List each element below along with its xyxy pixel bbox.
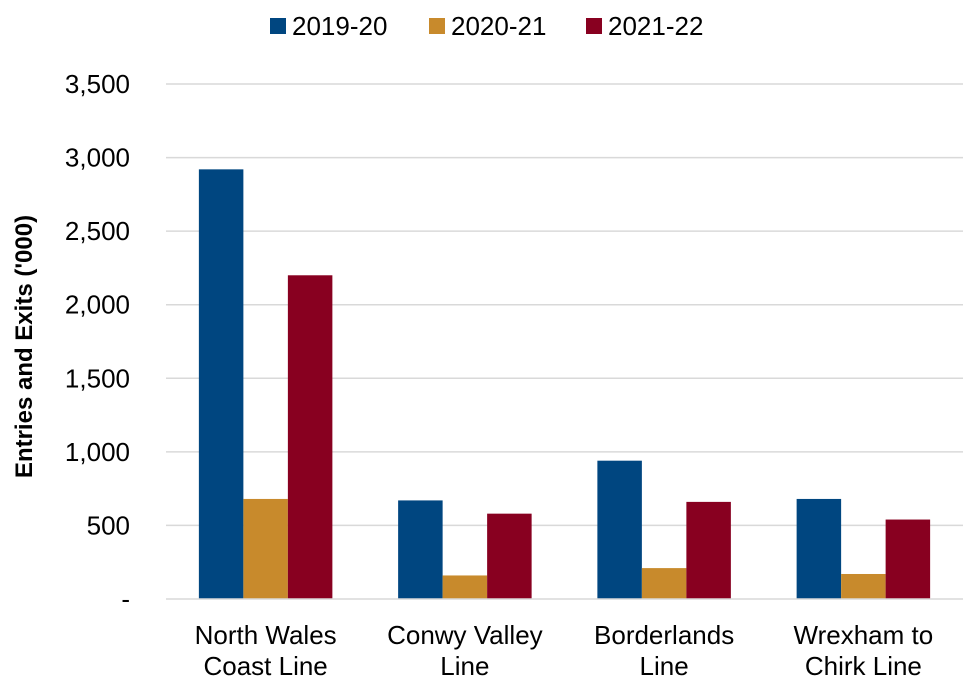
- bar-2019-20-0: [198, 169, 244, 600]
- legend: 2019-20 2020-21 2021-22: [270, 11, 703, 41]
- y-tick-label: 3,000: [65, 143, 130, 173]
- bar-2020-21-3: [841, 573, 886, 599]
- x-category-label: Borderlands: [594, 620, 734, 650]
- y-axis-tick-labels: - 500 1,000 1,500 2,000 2,500 3,000 3,500: [65, 69, 130, 614]
- bar-2020-21-0: [243, 498, 288, 599]
- legend-label: 2021-22: [608, 11, 703, 41]
- gridlines: [166, 83, 963, 527]
- bar-2019-20-1: [398, 500, 443, 599]
- x-category-label: Line: [640, 651, 689, 677]
- y-tick-label: 1,000: [65, 437, 130, 467]
- y-tick-label: 1,500: [65, 363, 130, 393]
- y-tick-label: -: [121, 584, 130, 614]
- x-category-label: Chirk Line: [805, 651, 922, 677]
- legend-swatch-2020-21: [429, 18, 445, 34]
- legend-label: 2020-21: [451, 11, 546, 41]
- bar-2021-22-0: [287, 275, 333, 599]
- y-tick-label: 2,000: [65, 290, 130, 320]
- y-axis-title: Entries and Exits ('000): [11, 215, 38, 478]
- bars: [198, 169, 931, 600]
- bar-2019-20-3: [796, 498, 842, 599]
- x-category-label: Coast Line: [203, 651, 327, 677]
- y-tick-label: 3,500: [65, 69, 130, 99]
- bar-2021-22-3: [885, 519, 931, 599]
- x-category-label: Wrexham to: [794, 620, 934, 650]
- x-category-label: Conwy Valley: [387, 620, 543, 650]
- legend-label: 2019-20: [292, 11, 387, 41]
- bar-2021-22-1: [487, 513, 532, 599]
- legend-swatch-2019-20: [270, 18, 286, 34]
- y-tick-label: 500: [87, 510, 130, 540]
- bar-2020-21-2: [641, 568, 687, 599]
- x-category-label: Line: [440, 651, 489, 677]
- x-category-label: North Wales: [195, 620, 337, 650]
- y-tick-label: 2,500: [65, 216, 130, 246]
- bar-2021-22-2: [686, 501, 731, 599]
- bar-2019-20-2: [597, 460, 642, 599]
- legend-swatch-2021-22: [586, 18, 602, 34]
- bar-2020-21-1: [442, 575, 488, 599]
